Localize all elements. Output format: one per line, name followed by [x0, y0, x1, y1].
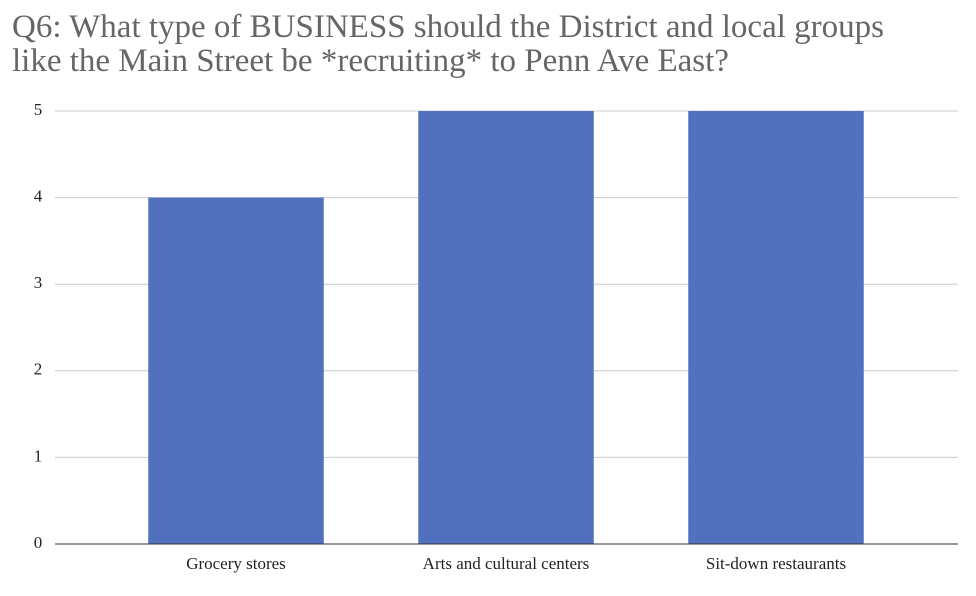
bar	[418, 111, 594, 544]
y-tick-label: 1	[34, 446, 43, 465]
x-tick-label: Sit-down restaurants	[706, 554, 846, 573]
x-tick-label: Arts and cultural centers	[423, 554, 590, 573]
y-tick-label: 5	[34, 100, 43, 119]
bar	[148, 197, 324, 544]
y-tick-label: 0	[34, 533, 43, 552]
y-tick-label: 2	[34, 360, 43, 379]
y-tick-label: 4	[34, 187, 43, 206]
bar	[688, 111, 864, 544]
y-tick-label: 3	[34, 273, 43, 292]
x-tick-label: Grocery stores	[186, 554, 286, 573]
chart-title: Q6: What type of BUSINESS should the Dis…	[12, 9, 884, 79]
